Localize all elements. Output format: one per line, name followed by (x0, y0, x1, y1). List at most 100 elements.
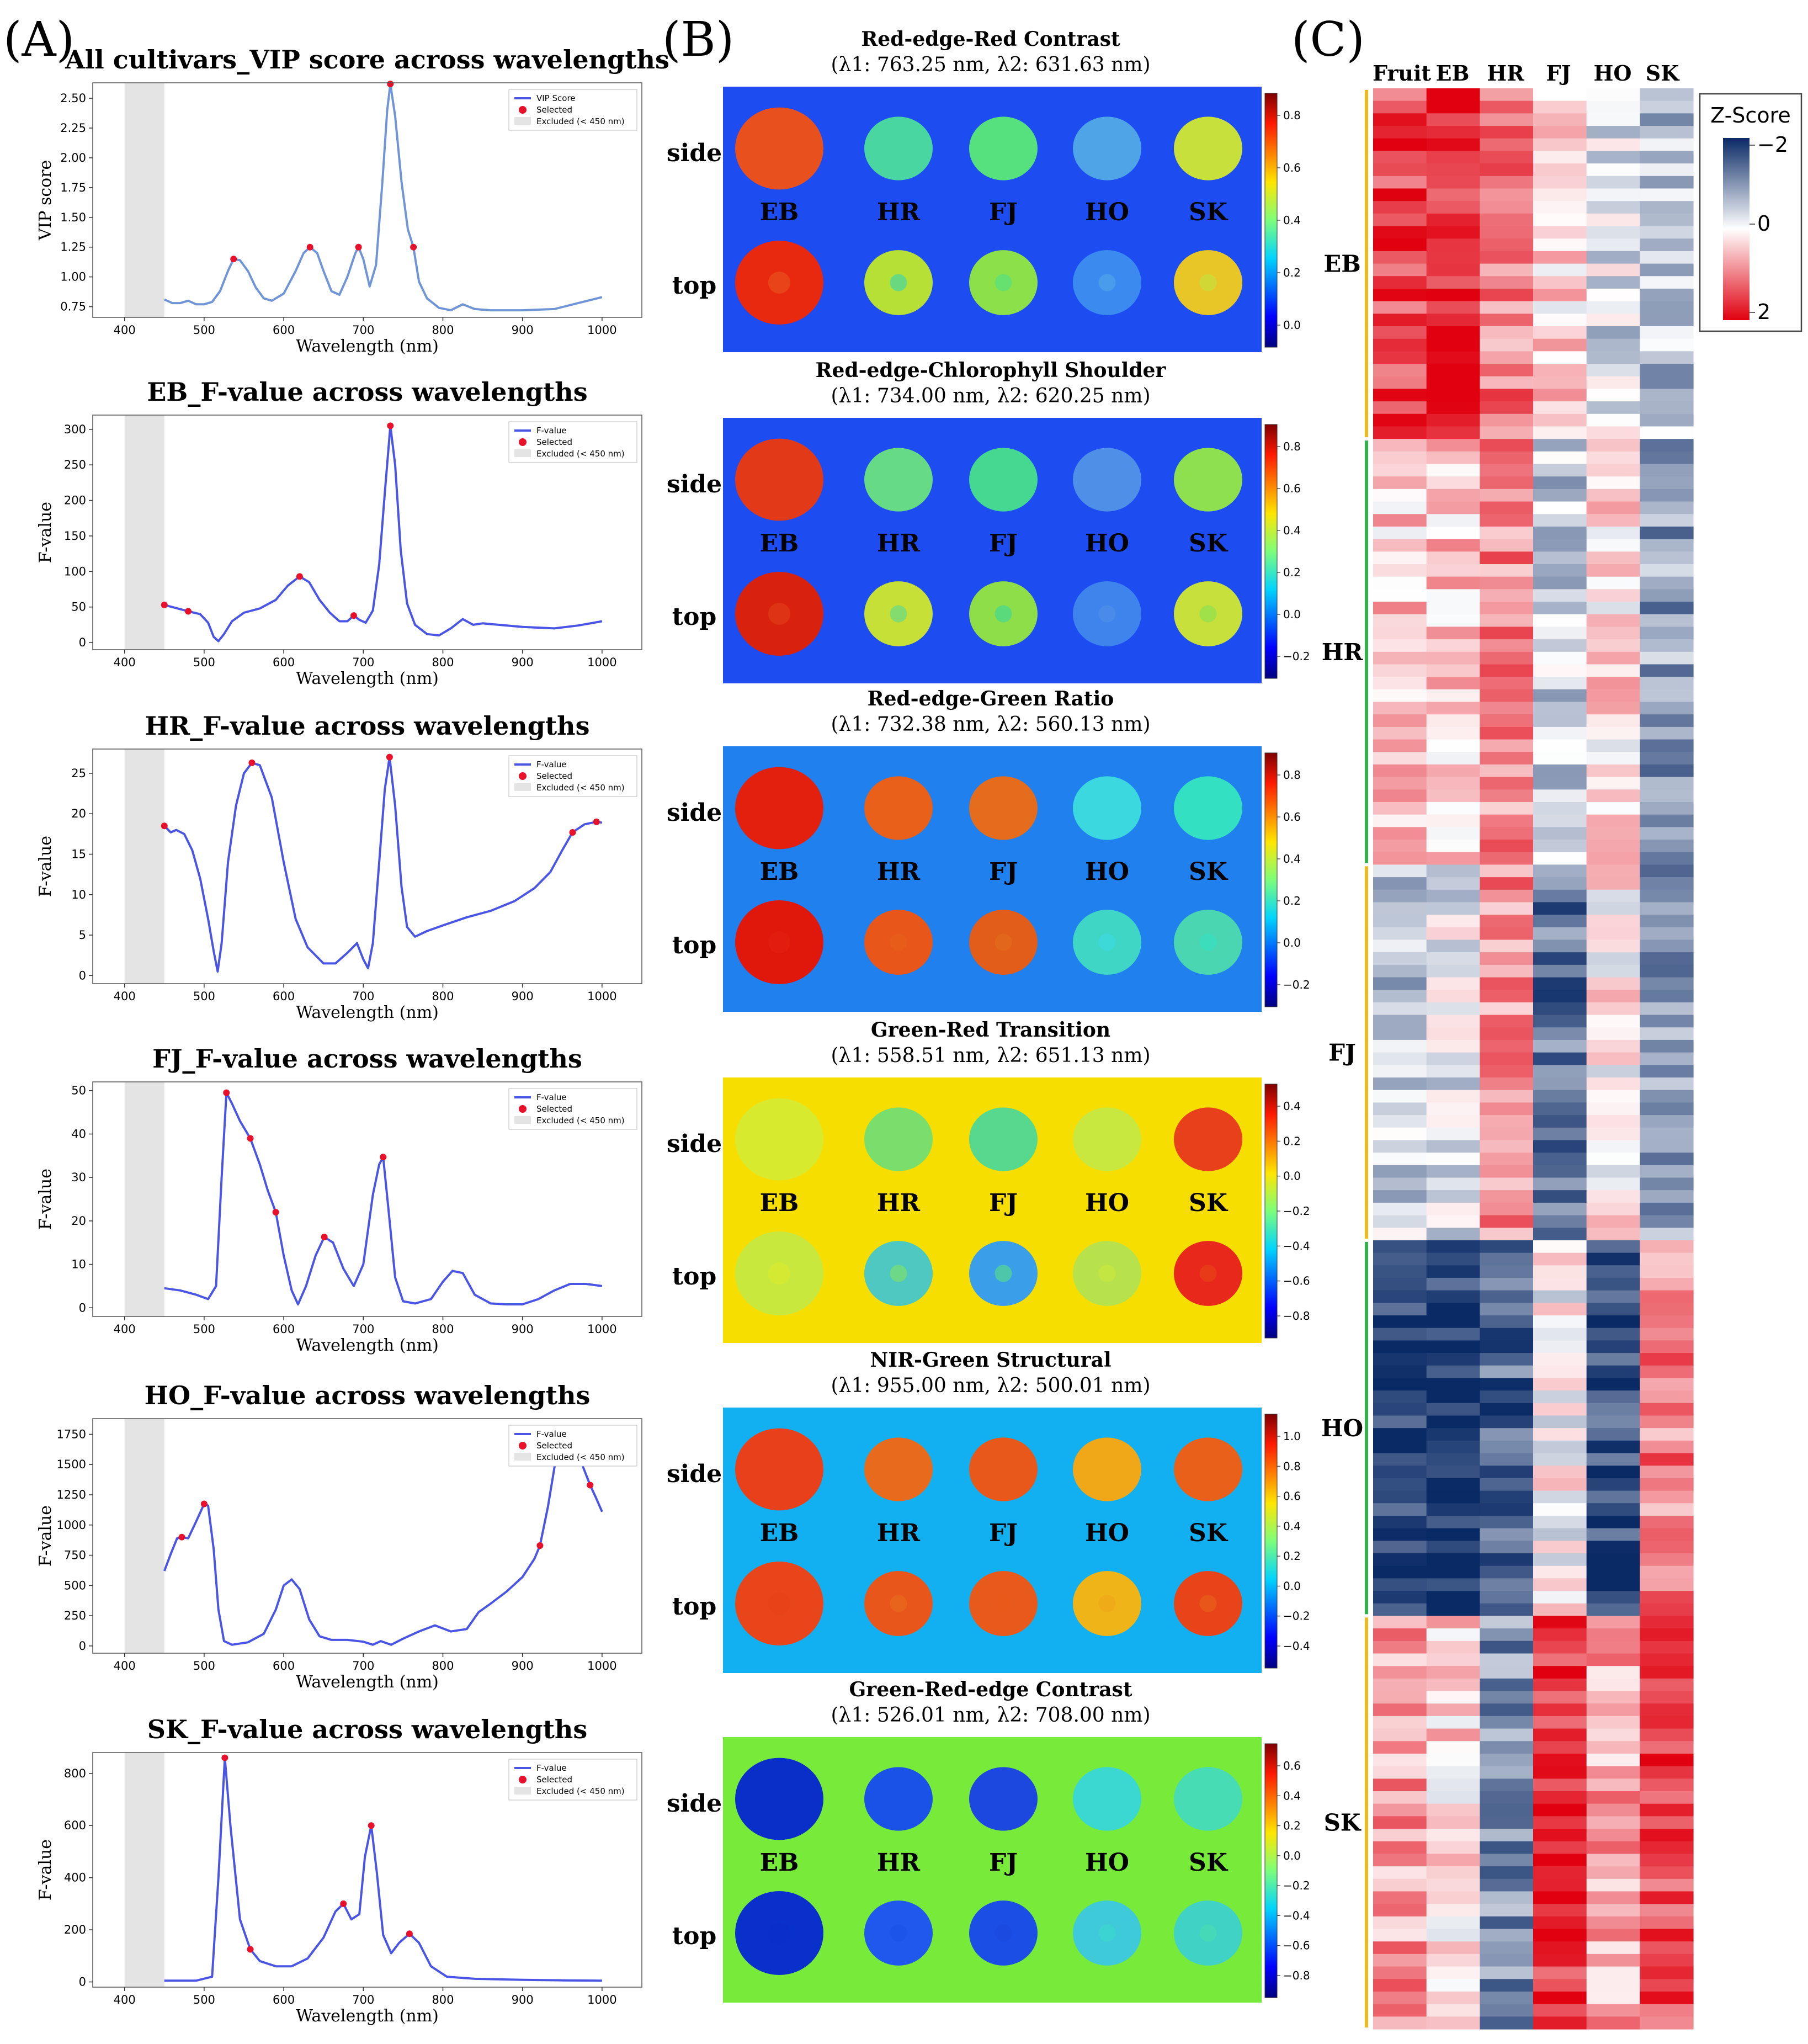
heatmap-cell (1640, 1628, 1694, 1642)
heatmap-cell (1373, 777, 1427, 790)
heatmap-cell (1480, 288, 1534, 302)
heatmap-cell (1480, 1390, 1534, 1404)
heatmap-cell (1533, 1127, 1587, 1141)
heatmap-cell (1373, 514, 1427, 527)
heatmap-cell (1586, 338, 1640, 352)
heatmap-cell (1480, 226, 1534, 239)
heatmap-cell (1373, 902, 1427, 915)
fruit-core (995, 1265, 1012, 1282)
heatmap-cell (1426, 389, 1480, 402)
data-line (164, 1091, 603, 1305)
x-tick-label: 600 (273, 1993, 295, 2006)
heatmap-cell (1373, 1478, 1427, 1491)
selected-point (223, 1089, 230, 1096)
heatmap-cell (1373, 1628, 1427, 1642)
heatmap-cell (1640, 677, 1694, 690)
heatmap-cell (1533, 213, 1587, 227)
heatmap-cell (1373, 501, 1427, 514)
heatmap-cell (1373, 1753, 1427, 1767)
legend-point-swatch (519, 106, 527, 114)
heatmap-cell (1426, 990, 1480, 1003)
heatmap-cell (1533, 476, 1587, 490)
heatmap-cell (1373, 764, 1427, 778)
heatmap-cell (1480, 1766, 1534, 1779)
heatmap-cell (1640, 1353, 1694, 1366)
fruit-label: EB (760, 1519, 799, 1547)
legend-label: F-value (536, 1429, 567, 1439)
data-line (163, 756, 603, 973)
heatmap-cell (1640, 726, 1694, 740)
y-tick-label: 20 (71, 807, 86, 820)
heatmap-cell (1533, 627, 1587, 640)
heatmap-cell (1640, 639, 1694, 652)
heatmap-cell (1480, 1891, 1534, 1904)
heatmap-cell (1480, 1716, 1534, 1729)
heatmap-cell (1533, 1953, 1587, 1967)
heatmap-cell (1640, 1891, 1694, 1904)
x-tick-label: 600 (273, 1323, 295, 1336)
fruit-side-FJ (969, 1767, 1038, 1831)
selected-point (406, 1930, 413, 1937)
heatmap-cell (1426, 213, 1480, 227)
heatmap-cell (1586, 1140, 1640, 1153)
heatmap-cell (1426, 1640, 1480, 1654)
heatmap-cell (1426, 539, 1480, 552)
heatmap-cell (1426, 364, 1480, 377)
colorbar-tick-label: 0.6 (1283, 1759, 1301, 1772)
heatmap-cell (1426, 1591, 1480, 1604)
heatmap-cell (1373, 1803, 1427, 1817)
heatmap-cell (1640, 564, 1694, 577)
heatmap-cell (1480, 1265, 1534, 1278)
heatmap-cell (1373, 351, 1427, 364)
excluded-region (124, 1419, 164, 1653)
heatmap-cell (1426, 1553, 1480, 1567)
heatmap-cell (1373, 413, 1427, 427)
heatmap-cell (1373, 1829, 1427, 1842)
heatmap-cell (1533, 714, 1587, 728)
colorbar-tick-label: −0.8 (1283, 1309, 1310, 1323)
heatmap-cell (1480, 2016, 1534, 2030)
heatmap-cell (1640, 1979, 1694, 1992)
heatmap-cell (1373, 1415, 1427, 1429)
heatmap-cell (1640, 314, 1694, 327)
legend-label: Selected (536, 1441, 572, 1451)
fruit-core (1098, 605, 1116, 623)
heatmap-cell (1426, 1603, 1480, 1617)
legend-label: VIP Score (536, 93, 576, 103)
heatmap-cell (1586, 714, 1640, 728)
heatmap-cell (1640, 714, 1694, 728)
heatmap-cell (1533, 801, 1587, 815)
heatmap-cell (1480, 764, 1534, 778)
heatmap-cell (1480, 1791, 1534, 1804)
heatmap-cell (1480, 1578, 1534, 1591)
heatmap-cell (1426, 764, 1480, 778)
heatmap-cell (1426, 1703, 1480, 1717)
heatmap-cell (1373, 113, 1427, 126)
y-tick-label: 1750 (57, 1427, 86, 1441)
y-tick-label: 5 (79, 928, 86, 942)
heatmap-cell (1480, 677, 1534, 690)
heatmap-cell (1533, 1803, 1587, 1817)
fruit-core (1199, 1924, 1217, 1942)
x-tick-label: 800 (432, 990, 454, 1003)
fruit-label: FJ (989, 198, 1018, 226)
legend-label: Selected (536, 1104, 572, 1114)
heatmap-cell (1480, 1303, 1534, 1316)
selected-point (593, 818, 600, 825)
fruit-label: EB (760, 529, 799, 558)
heatmap-cell (1533, 789, 1587, 803)
heatmap-cell (1533, 889, 1587, 903)
heatmap-cell (1640, 263, 1694, 277)
heatmap-cell (1586, 1466, 1640, 1479)
heatmap-cell (1373, 1390, 1427, 1404)
selected-point (247, 1135, 254, 1142)
heatmap-cell (1533, 1628, 1587, 1642)
x-tick-label: 700 (352, 990, 374, 1003)
heatmap-cell (1640, 752, 1694, 765)
heatmap-cell (1586, 1578, 1640, 1591)
heatmap-cell (1640, 1854, 1694, 1867)
y-axis-label: F-value (36, 1505, 55, 1567)
heatmap-cell (1373, 2016, 1427, 2030)
heatmap-cell (1480, 739, 1534, 752)
fruit-core (768, 603, 790, 625)
